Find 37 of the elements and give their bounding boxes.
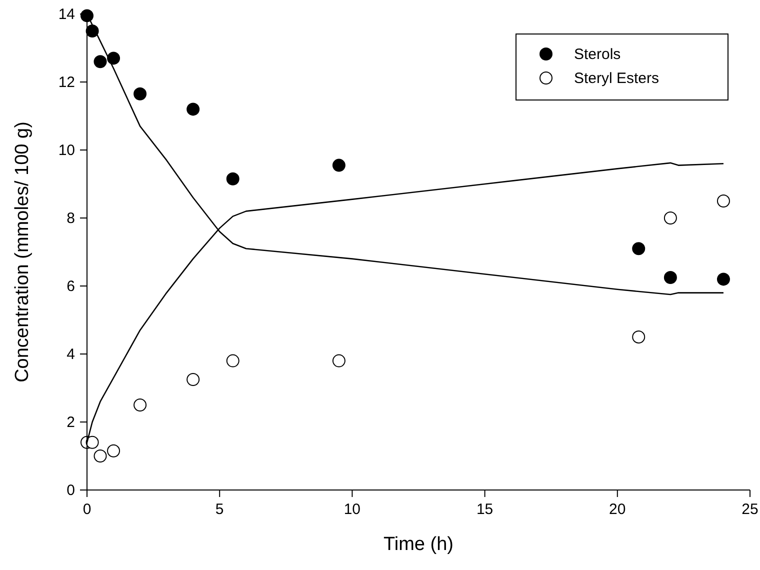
point	[94, 450, 107, 462]
point	[186, 102, 200, 116]
y-tick-label: 10	[58, 142, 75, 159]
point	[186, 373, 200, 386]
point	[226, 354, 240, 368]
point	[716, 272, 730, 286]
x-tick-label: 0	[82, 501, 92, 518]
point	[226, 172, 240, 186]
y-tick-label: 12	[58, 74, 75, 91]
y-tick-label: 0	[66, 482, 75, 499]
y-tick-label: 2	[66, 414, 75, 431]
x-tick-label: 25	[742, 501, 758, 518]
y-tick-label: 6	[66, 278, 75, 295]
point	[134, 398, 147, 412]
y-tick-label: 4	[66, 346, 75, 363]
legend-label: Steryl Esters	[574, 70, 660, 87]
x-tick-label: 20	[609, 501, 626, 518]
point	[107, 52, 120, 65]
x-axis-title: Time (h)	[383, 534, 454, 555]
x-tick-label: 5	[215, 501, 224, 518]
point	[332, 158, 346, 172]
point	[632, 330, 646, 344]
y-tick-label: 14	[58, 6, 75, 23]
y-axis-title: Concentration (mmoles/ 100 g)	[12, 122, 33, 382]
point	[664, 271, 677, 284]
point	[107, 444, 120, 458]
y-tick-label: 8	[66, 210, 75, 227]
legend-label: Sterols	[574, 46, 621, 63]
x-tick-label: 15	[476, 501, 494, 518]
point	[86, 436, 99, 449]
x-tick-label: 10	[344, 501, 361, 518]
point	[134, 87, 147, 100]
point	[632, 242, 646, 256]
point	[94, 55, 107, 68]
point	[664, 212, 677, 224]
point	[332, 354, 346, 368]
point	[716, 194, 730, 208]
